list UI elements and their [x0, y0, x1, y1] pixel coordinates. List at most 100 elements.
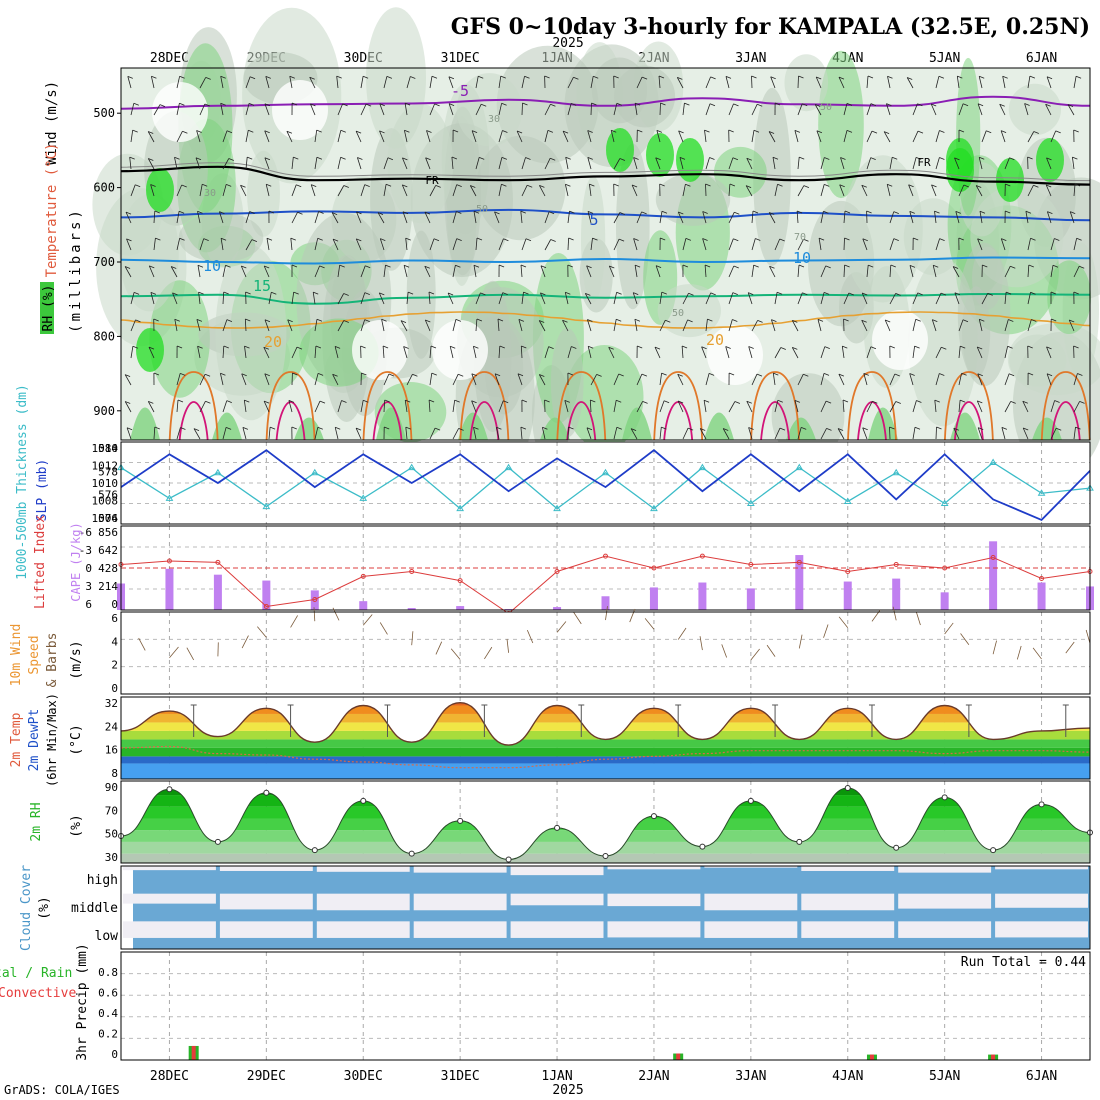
wind-barb [866, 130, 873, 143]
wind-barb-flag [616, 426, 622, 430]
wind-barb [772, 157, 776, 170]
wind-barb-flag [290, 237, 296, 241]
axis-tick-label: 3 [85, 580, 92, 593]
wind-barb-flag [150, 184, 156, 187]
wind-barb [1047, 211, 1052, 224]
wind-barb-flag [455, 264, 461, 268]
wind-barb-flag [379, 130, 385, 134]
lifted-index-marker [796, 559, 802, 565]
wind-barb [681, 345, 684, 359]
wind-barb-flag [838, 76, 845, 80]
wind-barb [403, 346, 408, 359]
wind-barb [222, 291, 225, 305]
wind-barb [291, 157, 294, 170]
wind-barb-flag [908, 184, 914, 188]
wind-barb [565, 184, 569, 197]
lower-panels: 580 578 576 574 1014 1012 1010 1008 1006-6 -3 0 3 6 8… [71, 441, 1094, 1061]
wind-barb [682, 427, 689, 440]
wind-barb-flag [264, 319, 271, 323]
wind-barb-flag [768, 131, 775, 134]
wind-barb-flag [171, 266, 177, 269]
lifted-index-marker [360, 573, 366, 579]
wind-barb-flag [402, 157, 408, 161]
wind-barb-flag [634, 264, 641, 268]
wind-barb [124, 374, 132, 386]
wind-barb [768, 131, 776, 143]
wind-barb [220, 103, 224, 116]
wind-barb [126, 427, 132, 440]
wind-barb-flag [748, 427, 754, 430]
thickness-marker [940, 499, 949, 506]
wind-barb [290, 238, 293, 251]
wind-barb-flag [658, 75, 665, 79]
wind-barb-flag [613, 183, 619, 187]
wind-barb [678, 130, 684, 143]
wind-barb-flag [381, 318, 387, 322]
rh-surface-moist [376, 407, 406, 440]
wind-barb-flag [745, 185, 752, 188]
wind-barb-flag [153, 372, 160, 376]
thickness-marker [165, 494, 174, 501]
wind-barb-flag [587, 211, 594, 214]
wind-barb-flag [661, 426, 667, 430]
wind-barb [931, 184, 937, 197]
wind-barb [176, 427, 181, 440]
wind-barb [516, 130, 523, 143]
cloud-clear-block [898, 893, 992, 909]
wind-barb [843, 210, 846, 224]
wind-barb-flag [317, 373, 324, 376]
wind-barb-flag [481, 103, 487, 107]
wind-barb-flag [862, 238, 868, 242]
wind10-barb [750, 648, 760, 661]
wind-barb [912, 346, 915, 359]
wind-barb [978, 157, 983, 170]
lifted-index-marker [263, 604, 269, 609]
wind-barb [538, 374, 546, 386]
wind-barb-flag [502, 292, 508, 295]
cloud-clear-block [413, 921, 507, 938]
wind-barb-flag [196, 319, 203, 322]
wind-barb-flag [895, 401, 901, 404]
wind-barb [360, 400, 364, 413]
wind-barb [125, 211, 132, 224]
wind-barb-flag [733, 238, 739, 242]
wind-barb-flag [458, 373, 464, 377]
cape-bar [892, 578, 901, 610]
wind-barb-flag [197, 345, 203, 349]
wind-barb [751, 320, 758, 332]
rh-shade-blob [476, 135, 566, 241]
label-20-b: 20 [706, 331, 724, 349]
wind-barb [889, 401, 897, 413]
wind-barb-flag [193, 428, 200, 431]
wind-barb [195, 157, 201, 170]
wind-barb-flag [593, 75, 599, 79]
wind-barb-flag [708, 373, 715, 376]
lifted-index-marker [409, 569, 415, 574]
wind-barb-flag [434, 103, 440, 107]
wind-barb-flag [616, 102, 622, 106]
wind-barb-flag [197, 210, 203, 214]
wind-barb [176, 76, 180, 89]
axis-tick-label: 428 [98, 562, 118, 575]
wind-barb-flag [1045, 103, 1051, 107]
wind-barb [613, 292, 617, 305]
wind-barb [197, 265, 201, 278]
wind-barb-flag [476, 318, 483, 322]
wind-barb-flag [335, 426, 341, 430]
wind-barb-flag [501, 157, 508, 160]
wind-barb-flag [1010, 401, 1016, 404]
wind-barb-flag [892, 156, 898, 160]
wind-barb [174, 319, 178, 332]
wind-barb [866, 265, 869, 278]
wind-barb-flag [365, 265, 371, 269]
wind-barb [677, 400, 684, 413]
wind-barb-flag [315, 345, 322, 349]
wind-barb [837, 428, 845, 440]
wind-barb [244, 318, 247, 332]
cloud-clear-block [316, 921, 410, 938]
wind-barb [222, 184, 227, 197]
wind-barb-flag [963, 184, 969, 188]
temp-contour-25 [847, 371, 897, 441]
wind10-barb [435, 641, 443, 655]
wind-barb [268, 427, 271, 440]
